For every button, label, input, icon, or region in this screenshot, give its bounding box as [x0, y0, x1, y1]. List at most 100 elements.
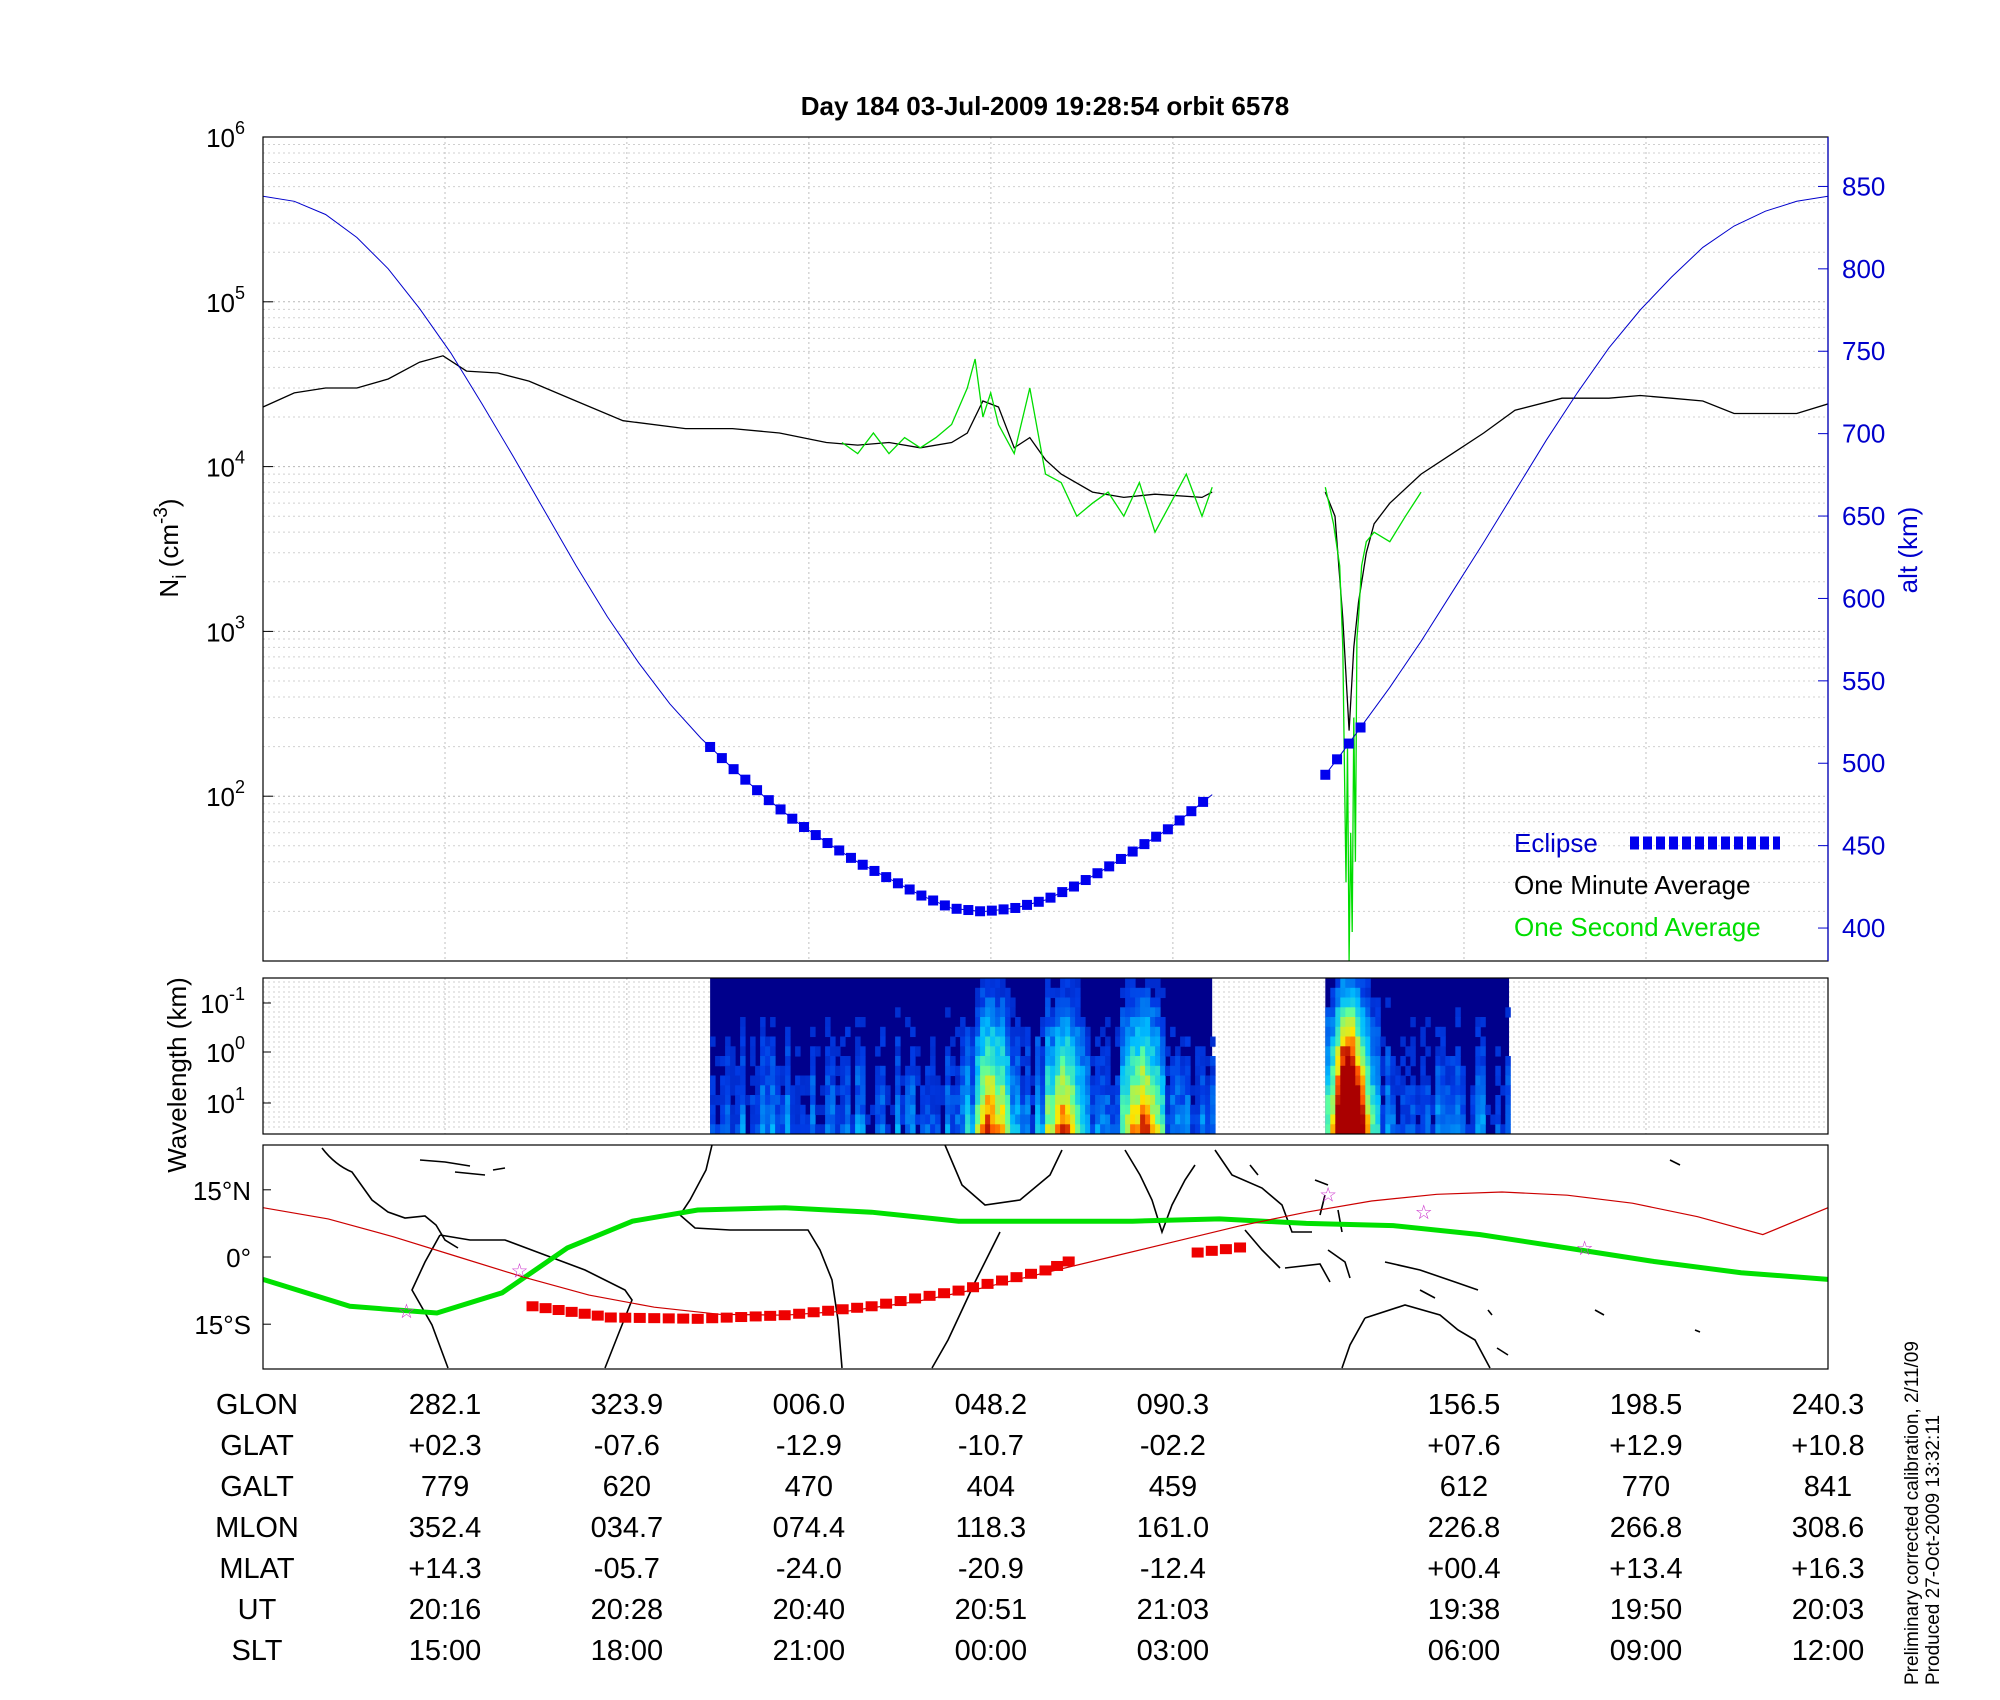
spectrogram-cell: [1195, 1095, 1201, 1106]
spectrogram-cell: [975, 1104, 981, 1116]
spectrogram-cell: [1180, 1124, 1186, 1134]
spectrogram-cell: [1065, 1075, 1071, 1086]
eclipse-marker: [1343, 738, 1354, 749]
spectrogram-cell: [985, 1017, 991, 1028]
spectrogram-cell: [1400, 1104, 1406, 1116]
spectrogram-cell: [985, 1056, 991, 1067]
spectrogram-cell: [1445, 1104, 1451, 1116]
spectrogram-cell: [990, 987, 996, 999]
spectrogram-cell: [1385, 1114, 1391, 1125]
spec-y-tick-label: 100: [206, 1033, 245, 1068]
spectrogram-cell: [1140, 1085, 1146, 1096]
eclipse-marker: [1186, 806, 1197, 817]
spectrogram-cell: [1145, 1056, 1151, 1067]
spectrogram-cell: [1410, 1056, 1416, 1067]
spectrogram-cell: [1105, 1065, 1111, 1077]
spectrogram-cell: [1380, 1124, 1386, 1134]
spectrogram-cell: [965, 1065, 971, 1077]
spectrogram-cell: [1060, 1046, 1066, 1057]
spectrogram-cell: [1360, 1056, 1366, 1067]
spectrogram-cell: [1010, 1124, 1016, 1134]
spectrogram-cell: [1205, 1124, 1211, 1134]
spectrogram-cell: [1035, 1075, 1041, 1086]
spectrogram-cell: [985, 987, 991, 999]
spectrogram-cell: [1440, 1036, 1446, 1047]
spectrogram-cell: [1335, 1007, 1341, 1018]
spectrogram-cell: [1200, 1046, 1206, 1057]
spectrogram-cell: [750, 1124, 756, 1134]
spectrogram-cell: [1095, 1085, 1101, 1096]
spectrogram-cell: [770, 1065, 776, 1077]
spectrogram-cell: [1480, 1124, 1486, 1134]
spectrogram-cell: [1340, 1046, 1346, 1057]
spectrogram-cell: [855, 1104, 861, 1116]
spectrogram-cell: [825, 1095, 831, 1106]
spectrogram-heatmap: [710, 978, 1511, 1134]
spectrogram-cell: [1000, 978, 1006, 989]
spectrogram-cell: [1130, 1104, 1136, 1116]
spectrogram-cell: [1420, 1114, 1426, 1125]
spectrogram-cell: [990, 1114, 996, 1125]
spectrogram-cell: [820, 1124, 826, 1134]
spectrogram-cell: [1135, 987, 1141, 999]
spectrogram-cell: [1010, 1104, 1016, 1116]
spectrogram-cell: [1435, 1095, 1441, 1106]
spectrogram-cell: [1070, 978, 1076, 989]
spectrogram-cell: [1385, 1046, 1391, 1057]
spectrogram-cell: [955, 1075, 961, 1086]
map-eclipse-marker: [938, 1288, 951, 1299]
spectrogram-cell: [1475, 1114, 1481, 1125]
spectrogram-cell: [1045, 1056, 1051, 1067]
spectrogram-cell: [1350, 987, 1356, 999]
spectrogram-cell: [1350, 1056, 1356, 1067]
spectrogram-cell: [905, 1075, 911, 1086]
spectrogram-cell: [1345, 1056, 1351, 1067]
spectrogram-cell: [845, 1114, 851, 1125]
spectrogram-cell: [1160, 1017, 1166, 1028]
spectrogram-cell: [1060, 1036, 1066, 1047]
spectrogram-cell: [1380, 1056, 1386, 1067]
spectrogram-cell: [1380, 1104, 1386, 1116]
spectrogram-cell: [805, 1085, 811, 1096]
spectrogram-cell: [1460, 1065, 1466, 1077]
spectrogram-cell: [1410, 1095, 1416, 1106]
spectrogram-cell: [830, 1085, 836, 1096]
spectrogram-cell: [835, 1104, 841, 1116]
table-row-label: GALT: [220, 1471, 294, 1503]
spectrogram-cell: [985, 1114, 991, 1125]
spectrogram-cell: [1395, 1065, 1401, 1077]
spectrogram-cell: [1020, 1114, 1026, 1125]
spectrogram-cell: [965, 1026, 971, 1038]
spectrogram-cell: [1175, 1065, 1181, 1077]
spectrogram-cell: [990, 1075, 996, 1086]
spectrogram-cell: [1030, 1095, 1036, 1106]
spectrogram-cell: [990, 978, 996, 989]
table-cell: 352.4: [409, 1512, 482, 1544]
spectrogram-cell: [1125, 1124, 1131, 1134]
spectrogram-cell: [1425, 1124, 1431, 1134]
spectrogram-y-label: Wavelength (km): [162, 977, 192, 1173]
spectrogram-cell: [1445, 1114, 1451, 1125]
spectrogram-cell: [735, 1085, 741, 1096]
spectrogram-cell: [980, 1007, 986, 1018]
spectrogram-cell: [1145, 978, 1151, 989]
spectrogram-cell: [990, 1056, 996, 1067]
spectrogram-cell: [1085, 1075, 1091, 1086]
spectrogram-cell: [1145, 1046, 1151, 1057]
eclipse-marker: [939, 900, 950, 911]
spectrogram-cell: [1050, 1085, 1056, 1096]
spectrogram-cell: [1170, 1085, 1176, 1096]
spectrogram-cell: [1135, 1085, 1141, 1096]
spectrogram-cell: [960, 1065, 966, 1077]
spectrogram-cell: [1000, 1056, 1006, 1067]
spectrogram-cell: [800, 1104, 806, 1116]
spectrogram-cell: [1140, 1017, 1146, 1028]
spectrogram-cell: [1010, 1085, 1016, 1096]
spectrogram-cell: [1350, 1104, 1356, 1116]
spectrogram-cell: [1455, 1007, 1461, 1018]
eclipse-marker: [1057, 887, 1068, 898]
spectrogram-cell: [1085, 1104, 1091, 1116]
spectrogram-cell: [1460, 1085, 1466, 1096]
spectrogram-cell: [1125, 987, 1131, 999]
spectrogram-cell: [880, 1075, 886, 1086]
